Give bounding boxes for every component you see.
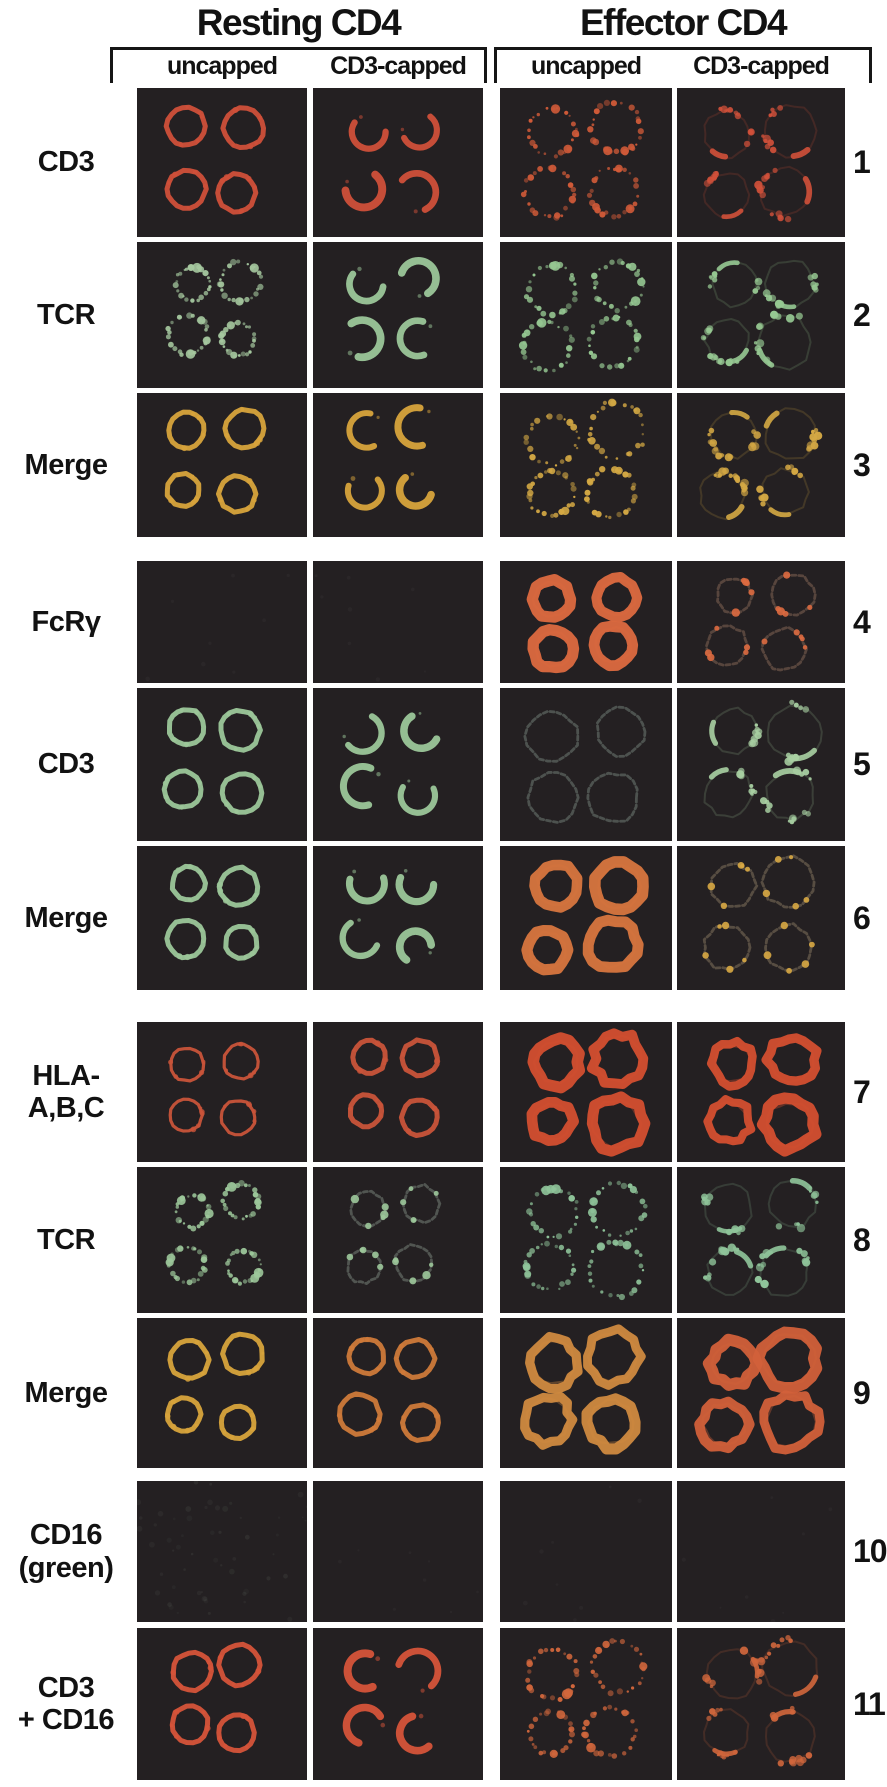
column-header-resting-uncapped: uncapped	[166, 52, 278, 80]
micrograph-row7-resting-uncapped	[137, 1022, 307, 1162]
row-label-9: Merge	[24, 1376, 108, 1409]
row-number-10: 10	[853, 1533, 887, 1569]
group-title-effector-cd4: Effector CD4	[579, 2, 788, 43]
micrograph-row6-resting-cd3-capped	[313, 846, 483, 990]
row-number-3: 3	[853, 446, 871, 483]
row-label-5: CD3	[37, 748, 95, 781]
row-label-10: CD16 (green)	[18, 1519, 114, 1584]
micrograph-row5-resting-uncapped	[137, 688, 307, 841]
row-number-8: 8	[853, 1221, 871, 1258]
micrograph-row5-resting-cd3-capped	[313, 688, 483, 841]
row-number-2: 2	[853, 296, 871, 333]
micrograph-row6-effector-uncapped	[500, 846, 672, 990]
row-label-1: CD3	[37, 146, 95, 179]
micrograph-row4-effector-cd3-capped	[677, 561, 845, 683]
micrograph-row7-effector-uncapped	[500, 1022, 672, 1162]
effector-group-bracket	[494, 47, 872, 83]
column-header-effector-cd3-capped: CD3-capped	[693, 52, 830, 80]
micrograph-row9-resting-cd3-capped	[313, 1318, 483, 1468]
micrograph-row2-effector-uncapped	[500, 242, 672, 388]
micrograph-row9-effector-uncapped	[500, 1318, 672, 1468]
micrograph-row2-effector-cd3-capped	[677, 242, 845, 388]
row-label-4: FcRγ	[31, 605, 101, 638]
micrograph-row5-effector-cd3-capped	[677, 688, 845, 841]
micrograph-row10-resting-cd3-capped	[313, 1481, 483, 1622]
row-number-11: 11	[853, 1685, 886, 1722]
micrograph-row4-effector-uncapped	[500, 561, 672, 683]
row-number-6: 6	[853, 899, 871, 936]
group-title-resting-cd4: Resting CD4	[196, 2, 402, 43]
row-label-8: TCR	[36, 1223, 96, 1256]
micrograph-row8-resting-uncapped	[137, 1167, 307, 1313]
row-label-6: Merge	[24, 901, 108, 934]
micrograph-row1-effector-cd3-capped	[677, 88, 845, 237]
column-header-resting-cd3-capped: CD3-capped	[330, 52, 467, 80]
micrograph-row3-resting-cd3-capped	[313, 393, 483, 537]
micrograph-row5-effector-uncapped	[500, 688, 672, 841]
row-number-9: 9	[853, 1374, 871, 1411]
row-number-5: 5	[853, 746, 871, 782]
micrograph-row6-resting-uncapped	[137, 846, 307, 990]
micrograph-row11-effector-uncapped	[500, 1628, 672, 1780]
micrograph-row3-effector-uncapped	[500, 393, 672, 537]
micrograph-row11-effector-cd3-capped	[677, 1628, 845, 1780]
micrograph-row6-effector-cd3-capped	[677, 846, 845, 990]
micrograph-row3-effector-cd3-capped	[677, 393, 845, 537]
micrograph-row9-effector-cd3-capped	[677, 1318, 845, 1468]
column-header-effector-uncapped: uncapped	[530, 52, 642, 80]
micrograph-row4-resting-cd3-capped	[313, 561, 483, 683]
micrograph-row3-resting-uncapped	[137, 393, 307, 537]
micrograph-row7-resting-cd3-capped	[313, 1022, 483, 1162]
row-label-11: CD3 + CD16	[17, 1671, 115, 1736]
micrograph-row8-resting-cd3-capped	[313, 1167, 483, 1313]
micrograph-row11-resting-uncapped	[137, 1628, 307, 1780]
micrograph-row10-effector-cd3-capped	[677, 1481, 845, 1622]
micrograph-row4-resting-uncapped	[137, 561, 307, 683]
micrograph-row2-resting-uncapped	[137, 242, 307, 388]
micrograph-row1-effector-uncapped	[500, 88, 672, 237]
micrograph-row7-effector-cd3-capped	[677, 1022, 845, 1162]
row-number-4: 4	[853, 603, 871, 640]
micrograph-row2-resting-cd3-capped	[313, 242, 483, 388]
micrograph-row1-resting-uncapped	[137, 88, 307, 237]
micrograph-row1-resting-cd3-capped	[313, 88, 483, 237]
resting-group-bracket	[110, 47, 487, 83]
row-label-7: HLA- A,B,C	[27, 1059, 105, 1124]
row-label-2: TCR	[36, 298, 96, 331]
micrograph-row10-resting-uncapped	[137, 1481, 307, 1622]
micrograph-row9-resting-uncapped	[137, 1318, 307, 1468]
row-label-3: Merge	[24, 448, 108, 481]
micrograph-row8-effector-cd3-capped	[677, 1167, 845, 1313]
micrograph-row8-effector-uncapped	[500, 1167, 672, 1313]
micrograph-row10-effector-uncapped	[500, 1481, 672, 1622]
row-number-7: 7	[853, 1073, 871, 1110]
row-number-1: 1	[853, 144, 871, 180]
micrograph-row11-resting-cd3-capped	[313, 1628, 483, 1780]
